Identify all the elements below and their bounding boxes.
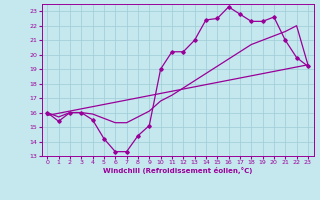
X-axis label: Windchill (Refroidissement éolien,°C): Windchill (Refroidissement éolien,°C) xyxy=(103,167,252,174)
